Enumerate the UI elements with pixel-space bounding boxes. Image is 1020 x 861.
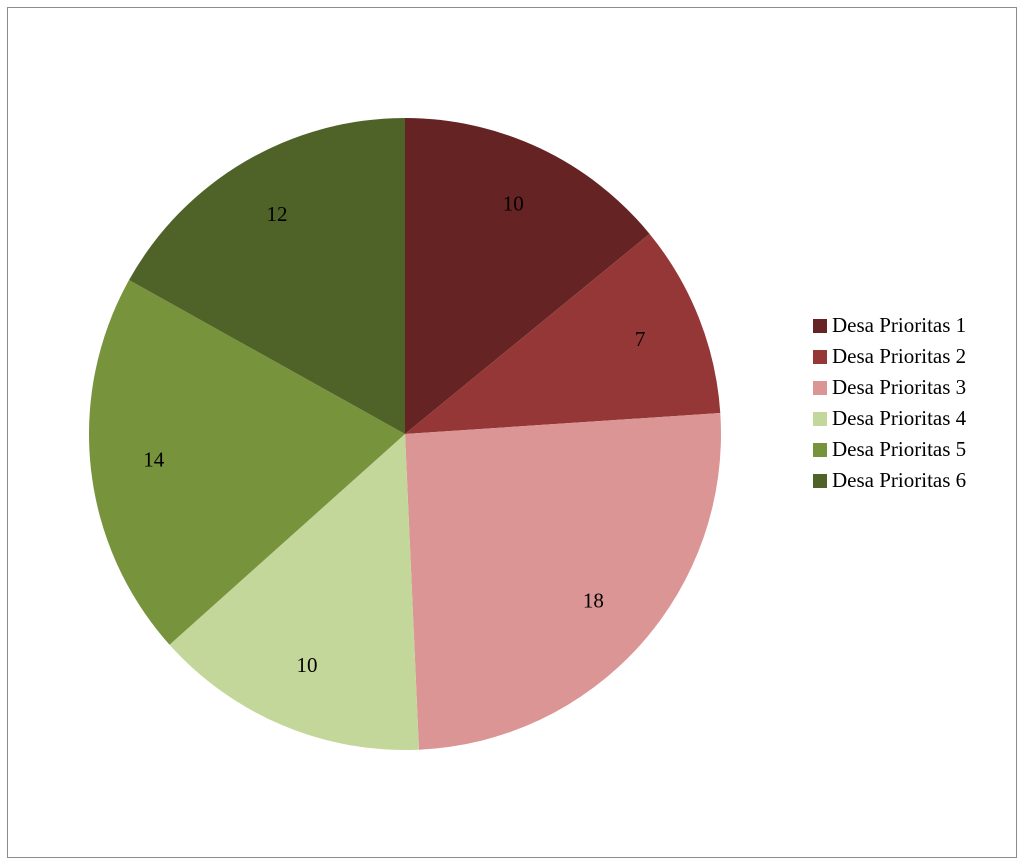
- legend-item-5: Desa Prioritas 5: [813, 434, 966, 465]
- data-label-4: 10: [296, 653, 317, 677]
- pie-slice-6: [129, 118, 405, 434]
- legend-label-3: Desa Prioritas 3: [832, 375, 967, 399]
- legend-label-6: Desa Prioritas 6: [832, 468, 967, 492]
- pie-slice-4: [169, 434, 419, 751]
- legend-item-2: Desa Prioritas 2: [813, 341, 966, 372]
- data-label-6: 12: [266, 202, 287, 226]
- legend-swatch-4: [813, 411, 827, 426]
- pie-slice-5: [89, 280, 406, 645]
- data-label-1: 10: [503, 191, 524, 215]
- pie-slice-3: [405, 413, 721, 750]
- legend-item-4: Desa Prioritas 4: [813, 403, 966, 434]
- legend-item-1: Desa Prioritas 1: [813, 310, 966, 341]
- legend-swatch-1: [813, 318, 827, 333]
- pie-slice-2: [405, 233, 721, 434]
- legend-swatch-3: [813, 380, 827, 395]
- legend-swatch-6: [813, 473, 827, 488]
- pie-slice-1: [405, 118, 650, 434]
- legend-item-6: Desa Prioritas 6: [813, 465, 966, 496]
- legend-label-1: Desa Prioritas 1: [832, 313, 967, 337]
- chart-legend: Desa Prioritas 1 Desa Prioritas 2 Desa Pri…: [813, 310, 966, 496]
- legend-swatch-2: [813, 349, 827, 364]
- legend-item-3: Desa Prioritas 3: [813, 372, 966, 403]
- data-label-3: 18: [583, 588, 604, 612]
- legend-swatch-5: [813, 442, 827, 457]
- data-label-2: 7: [635, 327, 646, 351]
- legend-label-5: Desa Prioritas 5: [832, 437, 967, 461]
- data-label-5: 14: [143, 448, 165, 472]
- legend-label-4: Desa Prioritas 4: [832, 406, 967, 430]
- legend-label-2: Desa Prioritas 2: [832, 344, 967, 368]
